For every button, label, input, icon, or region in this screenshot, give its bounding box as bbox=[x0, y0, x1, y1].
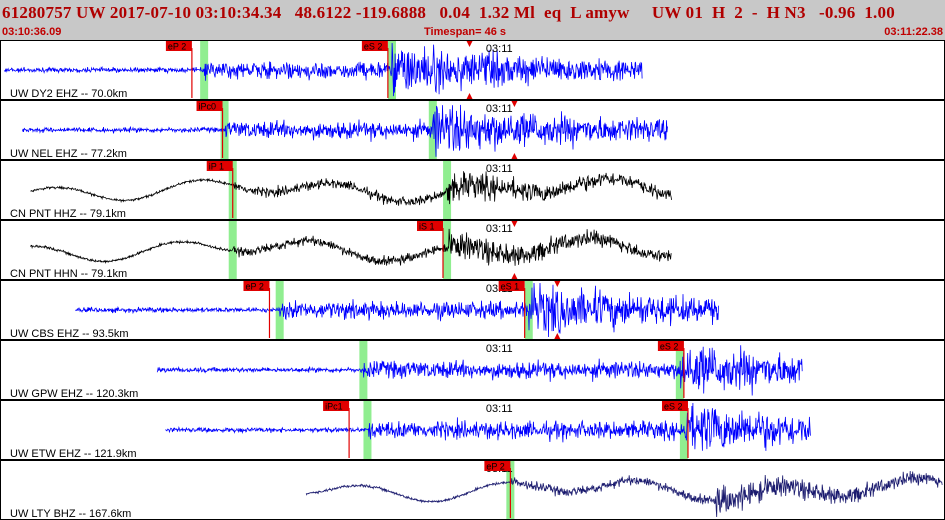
time-mark-label: 03:11 bbox=[486, 103, 513, 115]
channel-panel[interactable] bbox=[0, 460, 945, 520]
pick-label-box[interactable] bbox=[498, 281, 525, 291]
pick-label: eS 2 bbox=[364, 42, 383, 52]
waveform-trace bbox=[75, 282, 719, 338]
channel-label: UW GPW EHZ -- 120.3km bbox=[10, 388, 138, 400]
pick-label-box[interactable] bbox=[196, 101, 223, 111]
waveform-trace bbox=[22, 104, 668, 157]
pick-label: eS 2 bbox=[664, 402, 683, 412]
pick-label: eS 1 bbox=[501, 282, 520, 292]
pick-label-box[interactable] bbox=[206, 161, 233, 171]
channel-label: UW DY2 EHZ -- 70.0km bbox=[10, 88, 127, 100]
waveform-trace bbox=[30, 171, 672, 206]
arrival-marker-top bbox=[511, 221, 518, 227]
pick-label-box[interactable] bbox=[484, 461, 511, 471]
analysis-window bbox=[428, 101, 437, 159]
waveform-trace bbox=[30, 228, 672, 266]
seismogram-plot[interactable]: 03:11 eP 2 eS 2 UW DY2 EHZ -- 70.0km 03:11 iP… bbox=[0, 40, 945, 520]
arrival-marker-top bbox=[554, 281, 561, 287]
channel-panel[interactable] bbox=[0, 340, 945, 400]
pick-label: iPc0 bbox=[199, 102, 217, 112]
pick-label: iP 1 bbox=[209, 162, 224, 172]
time-mark-label: 03:11 bbox=[486, 43, 513, 55]
pick-label: iPc1 bbox=[325, 402, 343, 412]
pick-label: eP 2 bbox=[245, 282, 263, 292]
waveform-trace bbox=[165, 402, 811, 451]
arrival-marker-bottom bbox=[511, 273, 518, 279]
pick-label: eP 2 bbox=[168, 42, 186, 52]
waveform-trace bbox=[3, 42, 643, 97]
pick-label-box[interactable] bbox=[165, 41, 192, 51]
pick-label-box[interactable] bbox=[417, 221, 444, 231]
timespan: Timespan= 46 s bbox=[424, 26, 507, 38]
header-bar: 61280757 UW 2017-07-10 03:10:34.34 48.61… bbox=[0, 0, 945, 41]
pick-label: eS 2 bbox=[660, 342, 679, 352]
time-mark-label: 03:11 bbox=[486, 223, 513, 235]
waveform-trace bbox=[156, 345, 803, 396]
channel-label: CN PNT HHZ -- 79.1km bbox=[10, 208, 126, 220]
arrival-marker-bottom bbox=[554, 333, 561, 339]
waveform-trace bbox=[305, 470, 943, 518]
channel-label: UW NEL EHZ -- 77.2km bbox=[10, 148, 127, 160]
pick-label-box[interactable] bbox=[657, 341, 684, 351]
event-title: 61280757 UW 2017-07-10 03:10:34.34 48.61… bbox=[2, 3, 895, 22]
channel-label: CN PNT HHN -- 79.1km bbox=[10, 268, 127, 280]
channel-label: UW CBS EHZ -- 93.5km bbox=[10, 328, 129, 340]
channel-label: UW ETW EHZ -- 121.9km bbox=[10, 448, 137, 460]
pick-label-box[interactable] bbox=[661, 401, 688, 411]
analysis-window bbox=[524, 281, 533, 339]
time-mark-label: 03:11 bbox=[486, 403, 513, 415]
start-time: 03:10:36.09 bbox=[2, 26, 62, 38]
channel-panel[interactable] bbox=[0, 160, 945, 220]
pick-label-box[interactable] bbox=[361, 41, 388, 51]
arrival-marker-top bbox=[511, 101, 518, 107]
channel-label: UW LTY BHZ -- 167.6km bbox=[10, 508, 131, 520]
time-mark-label: 03:11 bbox=[486, 163, 513, 175]
pick-label: eP 2 bbox=[486, 462, 504, 472]
end-time: 03:11:22.38 bbox=[884, 26, 943, 38]
pick-label-box[interactable] bbox=[323, 401, 350, 411]
arrival-marker-bottom bbox=[466, 93, 473, 99]
arrival-marker-top bbox=[466, 41, 473, 47]
pick-label: iS 1 bbox=[419, 222, 435, 232]
time-mark-label: 03:11 bbox=[486, 343, 513, 355]
arrival-marker-bottom bbox=[511, 153, 518, 159]
pick-label-box[interactable] bbox=[243, 281, 270, 291]
